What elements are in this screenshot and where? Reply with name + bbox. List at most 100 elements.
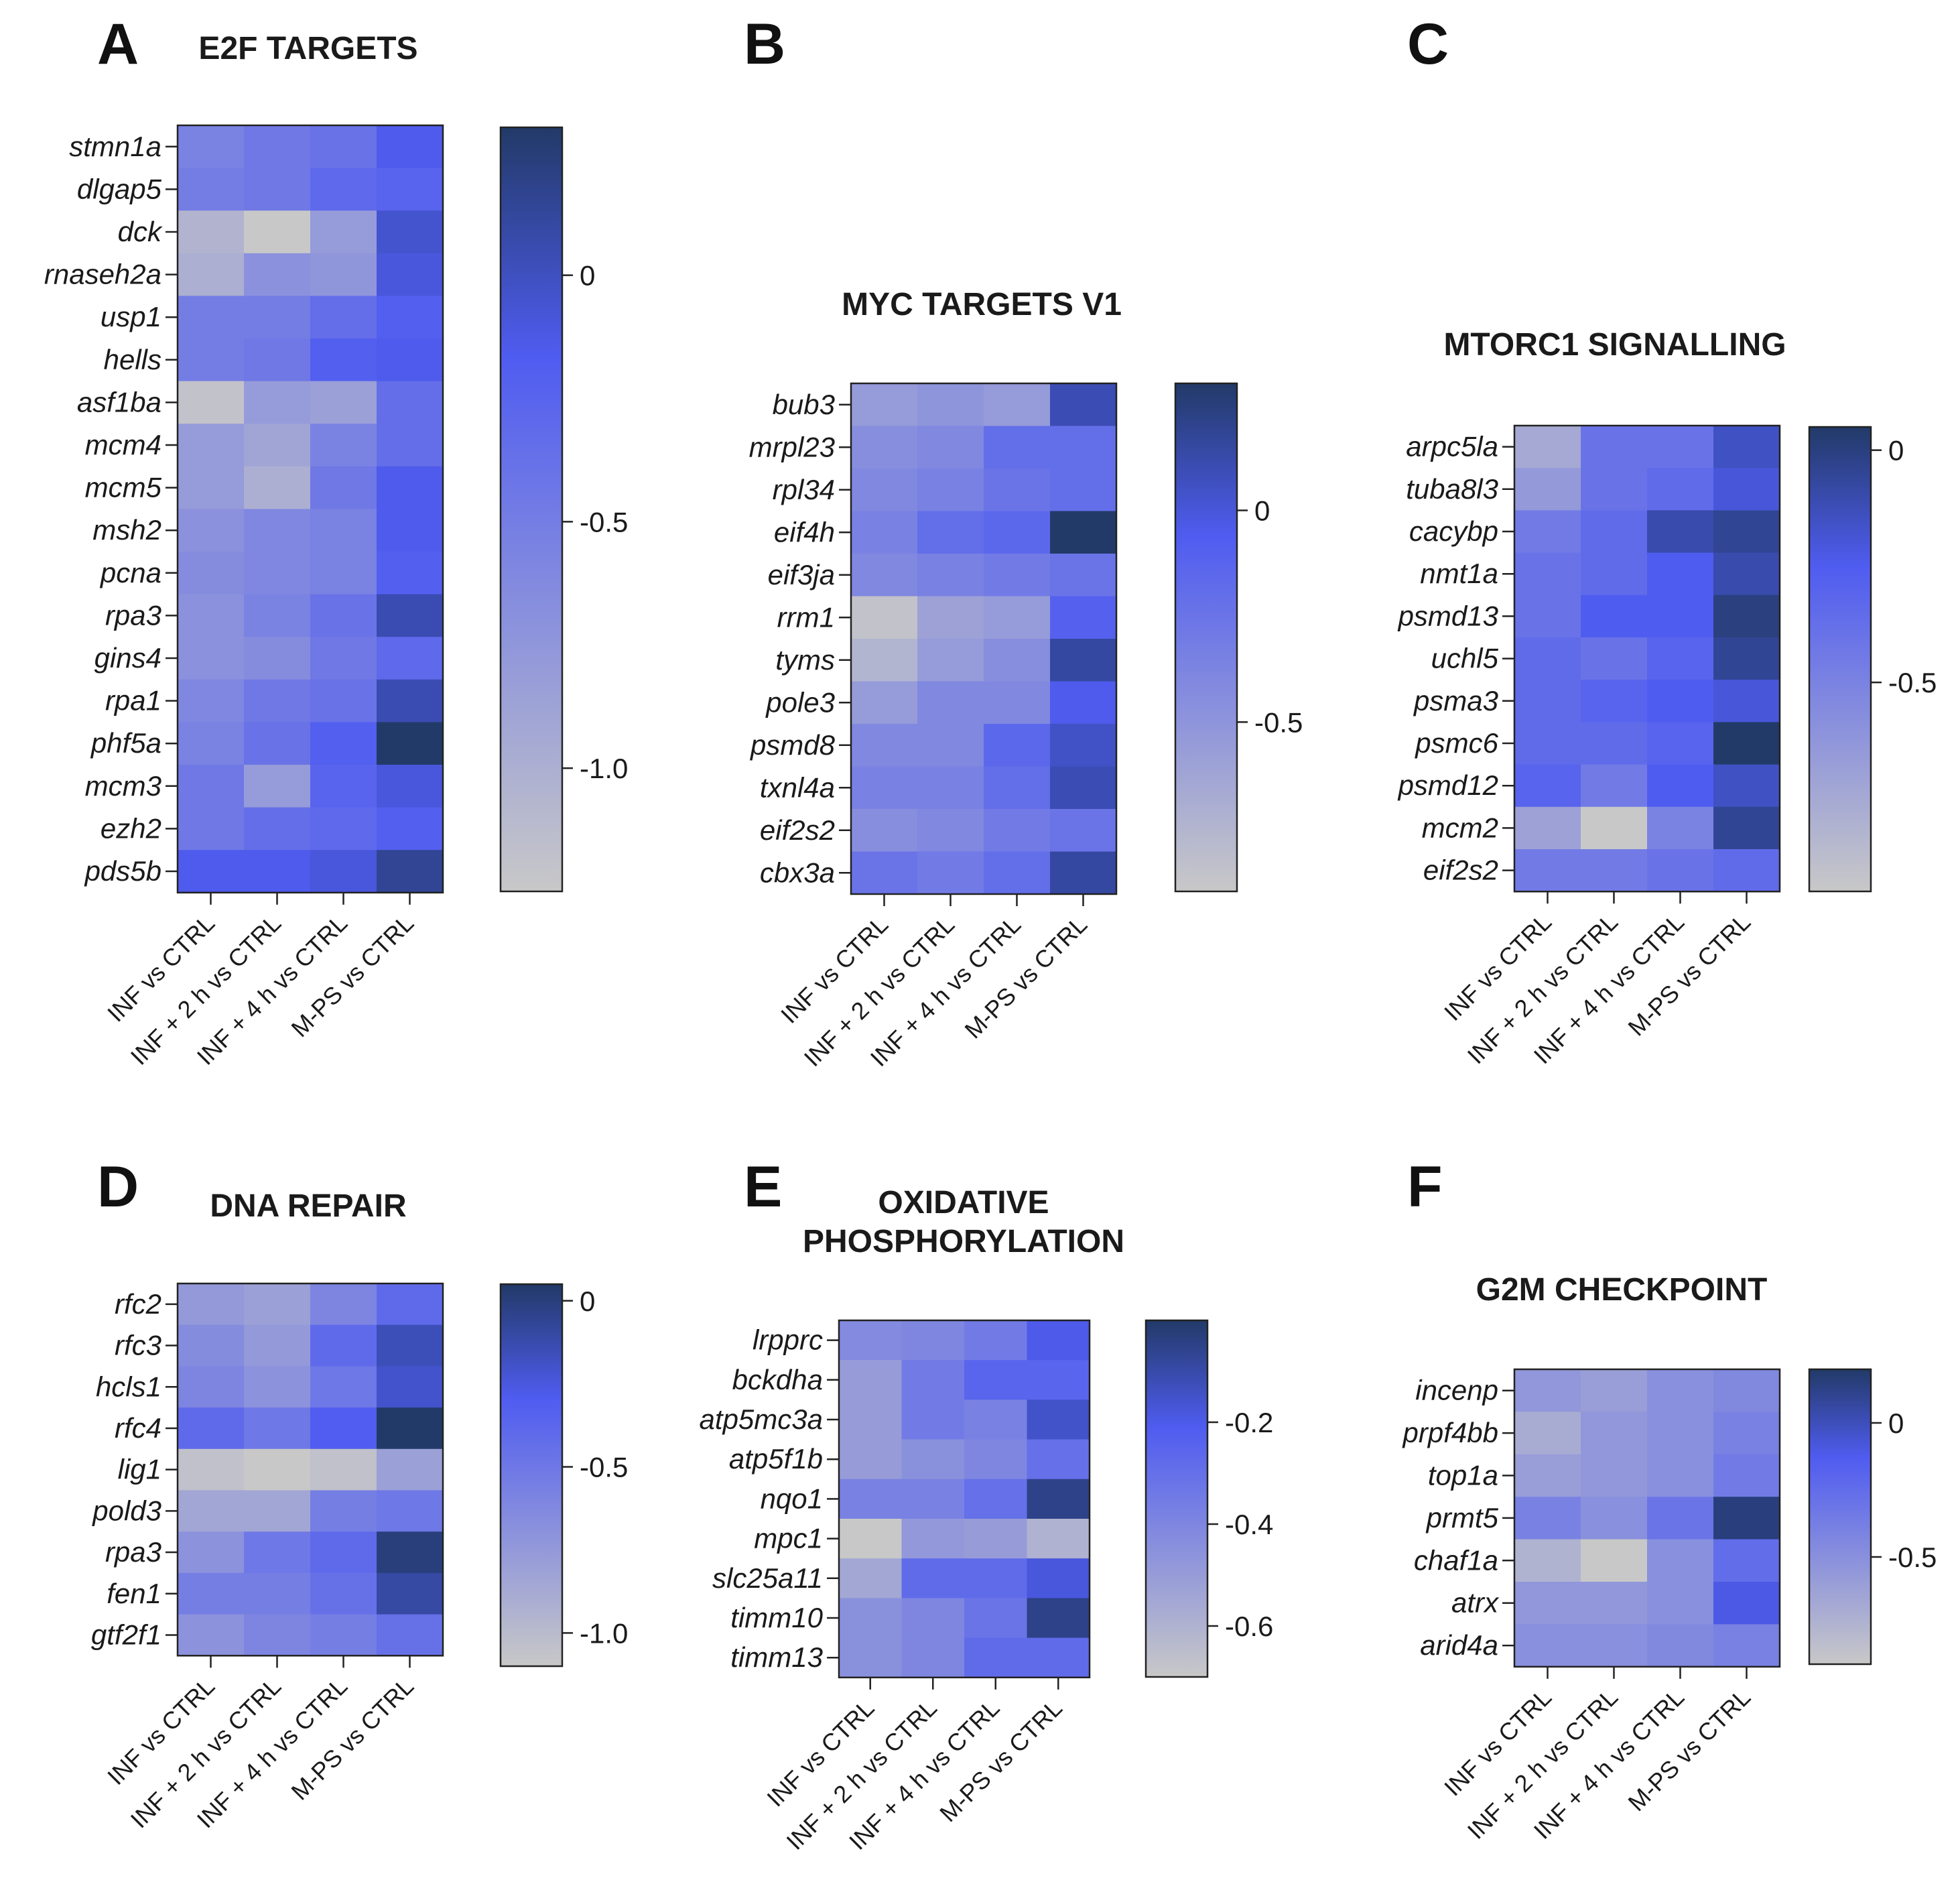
heatmap-cell	[1713, 510, 1780, 554]
heatmap-cell	[851, 554, 918, 597]
heatmap-cell	[1647, 1412, 1714, 1455]
heatmap-cell	[178, 552, 245, 595]
heatmap-cell	[1581, 1454, 1648, 1497]
heatmap-cell	[377, 594, 444, 637]
heatmap-cell	[310, 1572, 377, 1615]
row-label: timm13	[730, 1641, 823, 1673]
heatmap-cell	[178, 1407, 245, 1450]
heatmap-cell	[839, 1598, 903, 1639]
heatmap-cell	[377, 1572, 444, 1615]
colorbar	[1174, 382, 1238, 893]
row-label: eif4h	[774, 516, 835, 548]
heatmap-cell	[310, 296, 377, 339]
heatmap-cell	[964, 1399, 1028, 1440]
heatmap-cell	[310, 807, 377, 851]
heatmap-cell	[178, 509, 245, 552]
heatmap-cell	[984, 724, 1051, 767]
heatmap-cell	[1514, 680, 1581, 723]
row-label: cbx3a	[760, 857, 835, 888]
heatmap-cell	[964, 1360, 1028, 1400]
row-label: pds5b	[84, 855, 161, 887]
heatmap-cell	[1581, 849, 1648, 892]
heatmap-cell	[1713, 1412, 1780, 1455]
heatmap-cell	[1027, 1519, 1090, 1559]
colorbar-tick-label: -0.5	[1888, 1542, 1937, 1573]
heatmap-cell	[178, 1531, 245, 1574]
row-label: psmd12	[1397, 769, 1498, 801]
panel-letter: E	[744, 1155, 782, 1219]
heatmap-cell	[1713, 594, 1780, 638]
heatmap-cell	[1647, 680, 1714, 723]
panel-e: E OXIDATIVE PHOSPHORYLATION lrpprc bckdha atp…	[700, 1155, 1274, 1855]
heatmap-cell	[1647, 1454, 1714, 1497]
row-label: mcm5	[85, 472, 162, 503]
row-label: msh2	[92, 514, 161, 546]
heatmap-cell	[1514, 1539, 1581, 1582]
heatmap-cell	[1581, 637, 1648, 680]
row-label: txnl4a	[760, 771, 835, 803]
heatmap-cell	[244, 424, 311, 467]
heatmap-cell	[178, 210, 245, 254]
heatmap-cell	[310, 466, 377, 509]
heatmap-cell	[1514, 468, 1581, 511]
heatmap-cell	[1581, 1497, 1648, 1540]
heatmap-cell	[839, 1360, 903, 1400]
row-label: mcm4	[85, 429, 161, 460]
colorbar-tick-label: -1.0	[580, 753, 628, 784]
heatmap-cell	[310, 1283, 377, 1326]
heatmap-cell	[1647, 722, 1714, 765]
row-label: rnaseh2a	[44, 259, 161, 290]
heatmap-cell	[178, 1366, 245, 1408]
row-label: ezh2	[101, 812, 161, 844]
heatmap-cell	[1713, 849, 1780, 892]
row-label: chaf1a	[1414, 1544, 1498, 1576]
heatmap-cell	[1514, 510, 1581, 554]
panel-letter: C	[1407, 12, 1449, 76]
row-label: nqo1	[761, 1483, 823, 1514]
heatmap-cell	[377, 210, 444, 254]
panel-letter: A	[97, 12, 139, 76]
heatmap-cell	[310, 722, 377, 765]
heatmap-cell	[1713, 722, 1780, 765]
heatmap-cell	[964, 1479, 1028, 1519]
heatmap-cell	[917, 596, 984, 639]
heatmap-cell	[1514, 849, 1581, 892]
row-label: pold3	[91, 1495, 161, 1526]
heatmap-cell	[1647, 849, 1714, 892]
heatmap-cell	[178, 1283, 245, 1326]
heatmap-cell	[851, 724, 918, 767]
heatmap-cell	[178, 765, 245, 808]
panel-letter: B	[744, 12, 785, 76]
heatmap-cell	[1647, 764, 1714, 808]
heatmap-cell	[917, 681, 984, 725]
row-label: rpl34	[773, 474, 835, 505]
col-label: M-PS vs CTRL	[959, 911, 1092, 1044]
heatmap-cell	[377, 765, 444, 808]
heatmap-cell	[310, 1407, 377, 1450]
heatmap-cell	[984, 809, 1051, 853]
heatmap-cell	[1514, 722, 1581, 765]
heatmap-cell	[310, 679, 377, 723]
heatmap-cell	[1647, 426, 1714, 468]
heatmap-cell	[310, 1531, 377, 1574]
row-label: rrm1	[777, 601, 835, 633]
heatmap-cell	[917, 383, 984, 427]
heatmap-cell	[917, 554, 984, 597]
row-label: stmn1a	[69, 131, 161, 162]
heatmap-cell	[310, 552, 377, 595]
heatmap-cell	[1713, 1497, 1780, 1540]
colorbar-tick-label: -0.5	[580, 1452, 628, 1483]
heatmap-cell	[839, 1637, 903, 1678]
heatmap-cell	[178, 594, 245, 637]
heatmap-cell	[851, 426, 918, 469]
heatmap-cell	[1050, 511, 1117, 554]
heatmap-cell	[917, 468, 984, 512]
row-label: eif2s2	[760, 814, 835, 846]
heatmap-cell	[178, 1490, 245, 1532]
heatmap-cell	[377, 125, 444, 169]
heatmap-cell	[310, 594, 377, 637]
row-label: rpa1	[105, 685, 161, 716]
row-label: tuba8l3	[1406, 473, 1498, 505]
heatmap-cell	[1581, 1412, 1648, 1455]
heatmap-cell	[244, 1283, 311, 1326]
